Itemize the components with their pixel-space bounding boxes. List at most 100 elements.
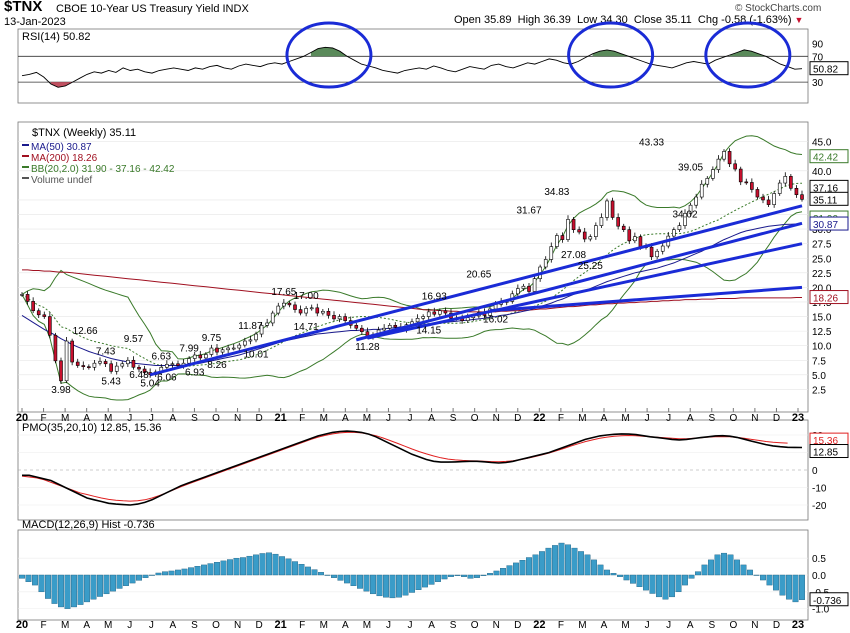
price-x-tick: N — [234, 413, 241, 424]
macd-hist-bar — [636, 574, 643, 587]
pmo-legend: PMO(35,20,10) 12.85, 15.36 — [22, 422, 161, 434]
price-y-tick: 20.0 — [812, 283, 832, 294]
price-candle — [711, 169, 715, 179]
price-candle — [733, 163, 737, 170]
macd-hist-bar — [279, 556, 285, 576]
ticker-symbol: $TNX — [4, 0, 43, 15]
macd-hist-bar — [675, 574, 682, 593]
macd-hist-bar — [116, 574, 123, 589]
macd-hist-bar — [630, 574, 636, 584]
rsi-last-value-box — [809, 61, 849, 76]
rsi-legend: RSI(14) 50.82 — [22, 31, 90, 43]
pmo-value-box — [809, 444, 849, 459]
price-candle — [688, 204, 693, 214]
macd-hist-bar — [123, 574, 129, 586]
price-candle — [48, 316, 52, 336]
price-y-tick: 22.5 — [812, 269, 832, 280]
price-annotation: 11.28 — [355, 342, 380, 353]
price-candle — [332, 315, 336, 320]
price-annotation: 6.63 — [152, 351, 172, 362]
price-annotation: 8.26 — [207, 360, 227, 371]
macd-hist-bar — [233, 557, 240, 576]
price-x-tick: A — [342, 413, 349, 424]
price-candle — [326, 311, 331, 316]
macd-hist-bar — [597, 564, 604, 576]
rsi-highlight-circle — [567, 21, 655, 89]
macd-hist-bar — [779, 574, 786, 596]
bottom-x-tick: 20 — [16, 619, 28, 631]
macd-hist-bar — [773, 574, 779, 591]
macd-hist-bar — [350, 574, 357, 586]
legend-swatch — [22, 155, 29, 157]
price-y-tick: 15.0 — [812, 313, 832, 324]
price-x-tick: S — [450, 413, 457, 424]
bottom-x-tick: A — [170, 620, 177, 631]
price-y-tick: 7.5 — [812, 356, 826, 367]
price-candle — [772, 193, 776, 205]
price-y-tick: 2.5 — [812, 385, 826, 396]
price-candle — [360, 327, 364, 333]
rsi-line — [21, 46, 803, 88]
price-right-value-tag: 37.16 — [813, 183, 838, 194]
macd-hist-bar — [688, 574, 695, 579]
macd-hist-bar — [240, 557, 246, 576]
macd-y-tick: 0.0 — [812, 571, 826, 582]
macd-hist-bar — [526, 557, 532, 576]
price-annotation: 6.48 — [129, 370, 149, 381]
bottom-x-tick: N — [751, 620, 758, 631]
bottom-x-tick: M — [363, 620, 371, 631]
bottom-x-tick: J — [149, 620, 154, 631]
brand-watermark: © StockCharts.com — [735, 3, 822, 14]
bottom-x-tick: D — [514, 620, 521, 631]
macd-hist-bar — [259, 553, 266, 576]
macd-hist-bar — [435, 574, 441, 582]
macd-hist-bar — [90, 574, 97, 600]
macd-hist-bar — [740, 564, 747, 576]
macd-hist-bar — [45, 574, 51, 599]
price-candle — [192, 354, 197, 359]
price-candle — [415, 318, 420, 323]
chg-label: Chg — [697, 14, 719, 26]
price-candle — [282, 302, 286, 307]
macd-hist-bar — [194, 566, 201, 576]
bottom-x-tick: 23 — [792, 619, 804, 631]
price-candle — [75, 361, 80, 366]
price-candle — [521, 285, 526, 289]
macd-hist-bar — [298, 564, 305, 576]
price-annotation: 34.02 — [672, 210, 697, 221]
macd-hist-bar — [409, 574, 415, 593]
price-candle — [248, 339, 253, 342]
macd-hist-bar — [591, 559, 597, 576]
price-candle — [594, 225, 598, 237]
price-legend-entry: MA(200) 18.26 — [31, 153, 98, 164]
price-candle — [204, 354, 208, 359]
macd-hist-bar — [357, 574, 363, 589]
price-candle — [566, 219, 570, 240]
price-candle — [215, 347, 219, 353]
macd-hist-bar — [58, 574, 64, 608]
macd-hist-bar — [441, 574, 448, 580]
macd-hist-bar — [77, 574, 84, 605]
bottom-x-tick: F — [41, 620, 47, 631]
bottom-x-tick: O — [471, 620, 479, 631]
price-candle — [543, 259, 548, 268]
macd-hist-bar — [708, 559, 714, 576]
price-x-tick: A — [170, 413, 177, 424]
price-annotation: 27.08 — [561, 250, 586, 261]
macd-hist-bar — [714, 554, 721, 576]
instrument-name: CBOE 10-Year US Treasury Yield INDX — [56, 3, 249, 15]
price-candle — [243, 340, 247, 346]
bottom-x-tick: J — [408, 620, 413, 631]
price-right-value-tag-box — [809, 191, 849, 206]
price-candle — [744, 181, 749, 184]
price-candle — [87, 366, 91, 368]
price-candle — [438, 310, 442, 315]
price-annotation: 17.00 — [294, 291, 319, 302]
price-x-tick: 22 — [533, 412, 545, 424]
bottom-x-tick: O — [729, 620, 737, 631]
macd-hist-bar — [656, 574, 662, 598]
macd-hist-bar — [318, 572, 324, 576]
macd-hist-bar — [799, 574, 805, 600]
bottom-x-tick: M — [104, 620, 112, 631]
price-candle — [31, 301, 35, 312]
